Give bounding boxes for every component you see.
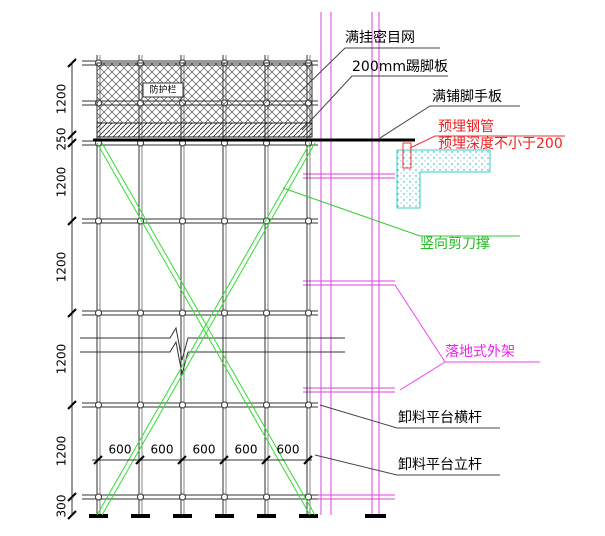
dim-tick bbox=[67, 138, 77, 148]
dim-tick bbox=[303, 455, 313, 465]
dim-tick bbox=[67, 216, 77, 226]
dim-tick bbox=[177, 455, 187, 465]
scaffold-leader bbox=[394, 284, 540, 391]
guard-box bbox=[142, 82, 184, 98]
vertical-dim-label: 300 bbox=[55, 495, 69, 518]
node bbox=[179, 401, 186, 409]
dim-tick bbox=[67, 58, 77, 68]
node bbox=[221, 309, 228, 317]
horizontal-dim-label: 600 bbox=[235, 443, 258, 457]
node bbox=[95, 217, 102, 225]
node bbox=[95, 309, 102, 317]
scissor-brace bbox=[96, 142, 311, 516]
horizontal-dim-label: 600 bbox=[277, 443, 300, 457]
node bbox=[95, 401, 102, 409]
embed-leader bbox=[409, 135, 565, 149]
node bbox=[179, 493, 186, 501]
dim-tick bbox=[135, 455, 145, 465]
node bbox=[221, 493, 228, 501]
node bbox=[137, 401, 144, 409]
node bbox=[179, 217, 186, 225]
node bbox=[305, 217, 312, 225]
structure bbox=[67, 12, 395, 520]
node bbox=[305, 493, 312, 501]
break-line bbox=[80, 326, 345, 375]
platform-ledger-label: 卸料平台横杆 bbox=[398, 410, 482, 426]
platform-post-label: 卸料平台立杆 bbox=[398, 457, 482, 473]
node bbox=[305, 401, 312, 409]
node bbox=[95, 493, 102, 501]
toe-board-label: 200mm踢脚板 bbox=[352, 59, 448, 75]
dim-tick bbox=[67, 400, 77, 410]
node bbox=[137, 493, 144, 501]
dim-tick bbox=[67, 492, 77, 502]
deck-label: 满铺脚手板 bbox=[432, 89, 502, 105]
vertical-dim-label: 250 bbox=[55, 128, 69, 151]
guard-label: 防护栏 bbox=[149, 84, 176, 96]
scaffold-label: 落地式外架 bbox=[445, 344, 515, 360]
horizontal-dim-label: 600 bbox=[151, 443, 174, 457]
node bbox=[263, 401, 270, 409]
dim-tick bbox=[261, 455, 271, 465]
horizontal-dim-label: 600 bbox=[193, 443, 216, 457]
safety-net bbox=[96, 62, 313, 124]
leaders bbox=[299, 47, 520, 476]
vertical-dim-label: 1200 bbox=[55, 167, 69, 198]
dim-tick bbox=[67, 130, 77, 140]
embedded-pipe-label: 预埋钢管 bbox=[438, 119, 494, 135]
vertical-dim-label: 1200 bbox=[55, 436, 69, 467]
node bbox=[263, 309, 270, 317]
vertical-dim-label: 1200 bbox=[55, 252, 69, 283]
toe-board bbox=[96, 122, 313, 138]
node bbox=[137, 309, 144, 317]
embed-detail bbox=[396, 142, 491, 209]
node bbox=[221, 401, 228, 409]
node bbox=[263, 493, 270, 501]
dim-tick bbox=[67, 510, 77, 520]
embed-depth-label: 预埋深度不小于200 bbox=[438, 136, 563, 152]
vertical-dim-label: 1200 bbox=[55, 84, 69, 115]
dim-tick bbox=[67, 308, 77, 318]
horizontal-dim-label: 600 bbox=[109, 443, 132, 457]
scissor-brace-label: 竖向剪刀撑 bbox=[420, 236, 490, 252]
node bbox=[179, 309, 186, 317]
node bbox=[305, 309, 312, 317]
brace-leader bbox=[282, 187, 520, 237]
dim-tick bbox=[93, 455, 103, 465]
dim-tick bbox=[219, 455, 229, 465]
net-label: 满挂密目网 bbox=[345, 29, 415, 46]
vertical-dim-label: 1200 bbox=[55, 344, 69, 375]
node bbox=[221, 217, 228, 225]
scissor-brace bbox=[101, 142, 316, 516]
